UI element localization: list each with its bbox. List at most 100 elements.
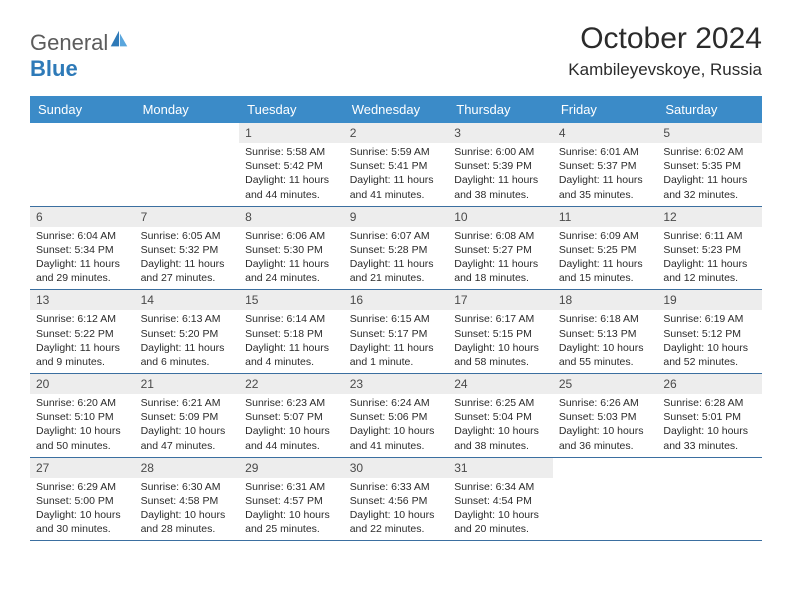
cell-body: Sunrise: 6:26 AMSunset: 5:03 PMDaylight:… (553, 394, 658, 457)
sunrise-line: Sunrise: 6:23 AM (245, 396, 338, 410)
calendar-cell: 18Sunrise: 6:18 AMSunset: 5:13 PMDayligh… (553, 290, 658, 374)
sunset-line: Sunset: 5:23 PM (663, 243, 756, 257)
daylight-line: Daylight: 11 hours and 41 minutes. (350, 173, 443, 201)
daylight-line: Daylight: 11 hours and 38 minutes. (454, 173, 547, 201)
date-number: 8 (239, 207, 344, 227)
calendar-cell: 9Sunrise: 6:07 AMSunset: 5:28 PMDaylight… (344, 206, 449, 290)
calendar-cell: 14Sunrise: 6:13 AMSunset: 5:20 PMDayligh… (135, 290, 240, 374)
cell-body: Sunrise: 6:14 AMSunset: 5:18 PMDaylight:… (239, 310, 344, 373)
sunset-line: Sunset: 4:58 PM (141, 494, 234, 508)
day-header: Friday (553, 96, 658, 123)
sunset-line: Sunset: 5:22 PM (36, 327, 129, 341)
calendar-cell: 4Sunrise: 6:01 AMSunset: 5:37 PMDaylight… (553, 123, 658, 206)
cell-body: Sunrise: 6:15 AMSunset: 5:17 PMDaylight:… (344, 310, 449, 373)
sunset-line: Sunset: 5:18 PM (245, 327, 338, 341)
cell-body: Sunrise: 6:08 AMSunset: 5:27 PMDaylight:… (448, 227, 553, 290)
date-number: 4 (553, 123, 658, 143)
sunset-line: Sunset: 5:10 PM (36, 410, 129, 424)
sunrise-line: Sunrise: 5:58 AM (245, 145, 338, 159)
sunrise-line: Sunrise: 6:15 AM (350, 312, 443, 326)
calendar-cell: 8Sunrise: 6:06 AMSunset: 5:30 PMDaylight… (239, 206, 344, 290)
daylight-line: Daylight: 11 hours and 1 minute. (350, 341, 443, 369)
cell-body: Sunrise: 6:11 AMSunset: 5:23 PMDaylight:… (657, 227, 762, 290)
date-number: 14 (135, 290, 240, 310)
day-header: Sunday (30, 96, 135, 123)
day-header: Wednesday (344, 96, 449, 123)
daylight-line: Daylight: 11 hours and 32 minutes. (663, 173, 756, 201)
cell-body: Sunrise: 6:30 AMSunset: 4:58 PMDaylight:… (135, 478, 240, 541)
sunrise-line: Sunrise: 6:30 AM (141, 480, 234, 494)
calendar-cell: 27Sunrise: 6:29 AMSunset: 5:00 PMDayligh… (30, 457, 135, 541)
calendar-cell: 16Sunrise: 6:15 AMSunset: 5:17 PMDayligh… (344, 290, 449, 374)
daylight-line: Daylight: 11 hours and 15 minutes. (559, 257, 652, 285)
calendar-week: 6Sunrise: 6:04 AMSunset: 5:34 PMDaylight… (30, 206, 762, 290)
sunset-line: Sunset: 5:20 PM (141, 327, 234, 341)
sunrise-line: Sunrise: 6:08 AM (454, 229, 547, 243)
sunset-line: Sunset: 5:03 PM (559, 410, 652, 424)
sunset-line: Sunset: 5:41 PM (350, 159, 443, 173)
sunrise-line: Sunrise: 6:17 AM (454, 312, 547, 326)
sunset-line: Sunset: 5:04 PM (454, 410, 547, 424)
sunset-line: Sunset: 5:35 PM (663, 159, 756, 173)
sunrise-line: Sunrise: 6:00 AM (454, 145, 547, 159)
brand-text: General Blue (30, 28, 130, 82)
sunset-line: Sunset: 5:28 PM (350, 243, 443, 257)
date-number: 10 (448, 207, 553, 227)
cell-body: Sunrise: 5:58 AMSunset: 5:42 PMDaylight:… (239, 143, 344, 206)
date-number: 18 (553, 290, 658, 310)
day-header: Saturday (657, 96, 762, 123)
sunset-line: Sunset: 4:56 PM (350, 494, 443, 508)
daylight-line: Daylight: 10 hours and 55 minutes. (559, 341, 652, 369)
calendar-cell: 22Sunrise: 6:23 AMSunset: 5:07 PMDayligh… (239, 374, 344, 458)
sunrise-line: Sunrise: 6:28 AM (663, 396, 756, 410)
calendar-cell (553, 457, 658, 541)
calendar-cell: 30Sunrise: 6:33 AMSunset: 4:56 PMDayligh… (344, 457, 449, 541)
daylight-line: Daylight: 11 hours and 18 minutes. (454, 257, 547, 285)
calendar-week: 20Sunrise: 6:20 AMSunset: 5:10 PMDayligh… (30, 374, 762, 458)
title-block: October 2024 Kambileyevskoye, Russia (568, 22, 762, 80)
calendar-cell: 31Sunrise: 6:34 AMSunset: 4:54 PMDayligh… (448, 457, 553, 541)
sunset-line: Sunset: 5:17 PM (350, 327, 443, 341)
date-number: 5 (657, 123, 762, 143)
sunrise-line: Sunrise: 6:04 AM (36, 229, 129, 243)
date-number: 25 (553, 374, 658, 394)
calendar-cell: 20Sunrise: 6:20 AMSunset: 5:10 PMDayligh… (30, 374, 135, 458)
cell-body: Sunrise: 6:05 AMSunset: 5:32 PMDaylight:… (135, 227, 240, 290)
daylight-line: Daylight: 10 hours and 33 minutes. (663, 424, 756, 452)
sunset-line: Sunset: 5:15 PM (454, 327, 547, 341)
date-number: 28 (135, 458, 240, 478)
sunset-line: Sunset: 5:25 PM (559, 243, 652, 257)
cell-body: Sunrise: 6:29 AMSunset: 5:00 PMDaylight:… (30, 478, 135, 541)
daylight-line: Daylight: 10 hours and 28 minutes. (141, 508, 234, 536)
date-number: 30 (344, 458, 449, 478)
month-title: October 2024 (568, 22, 762, 56)
day-header: Monday (135, 96, 240, 123)
date-number: 11 (553, 207, 658, 227)
day-header-row: SundayMondayTuesdayWednesdayThursdayFrid… (30, 96, 762, 123)
calendar-cell: 17Sunrise: 6:17 AMSunset: 5:15 PMDayligh… (448, 290, 553, 374)
calendar-cell: 12Sunrise: 6:11 AMSunset: 5:23 PMDayligh… (657, 206, 762, 290)
cell-body: Sunrise: 6:33 AMSunset: 4:56 PMDaylight:… (344, 478, 449, 541)
sunrise-line: Sunrise: 6:14 AM (245, 312, 338, 326)
date-number: 13 (30, 290, 135, 310)
date-number: 22 (239, 374, 344, 394)
sunrise-line: Sunrise: 6:11 AM (663, 229, 756, 243)
cell-body: Sunrise: 6:04 AMSunset: 5:34 PMDaylight:… (30, 227, 135, 290)
daylight-line: Daylight: 11 hours and 4 minutes. (245, 341, 338, 369)
date-number: 16 (344, 290, 449, 310)
daylight-line: Daylight: 10 hours and 36 minutes. (559, 424, 652, 452)
sunset-line: Sunset: 5:07 PM (245, 410, 338, 424)
calendar-week: 1Sunrise: 5:58 AMSunset: 5:42 PMDaylight… (30, 123, 762, 206)
sunset-line: Sunset: 5:42 PM (245, 159, 338, 173)
date-number: 1 (239, 123, 344, 143)
sunrise-line: Sunrise: 6:26 AM (559, 396, 652, 410)
calendar-cell (657, 457, 762, 541)
sunset-line: Sunset: 5:39 PM (454, 159, 547, 173)
sunset-line: Sunset: 4:54 PM (454, 494, 547, 508)
date-number: 21 (135, 374, 240, 394)
date-number: 17 (448, 290, 553, 310)
calendar-cell: 13Sunrise: 6:12 AMSunset: 5:22 PMDayligh… (30, 290, 135, 374)
header: General Blue October 2024 Kambileyevskoy… (30, 22, 762, 82)
cell-body: Sunrise: 6:13 AMSunset: 5:20 PMDaylight:… (135, 310, 240, 373)
calendar-cell: 23Sunrise: 6:24 AMSunset: 5:06 PMDayligh… (344, 374, 449, 458)
